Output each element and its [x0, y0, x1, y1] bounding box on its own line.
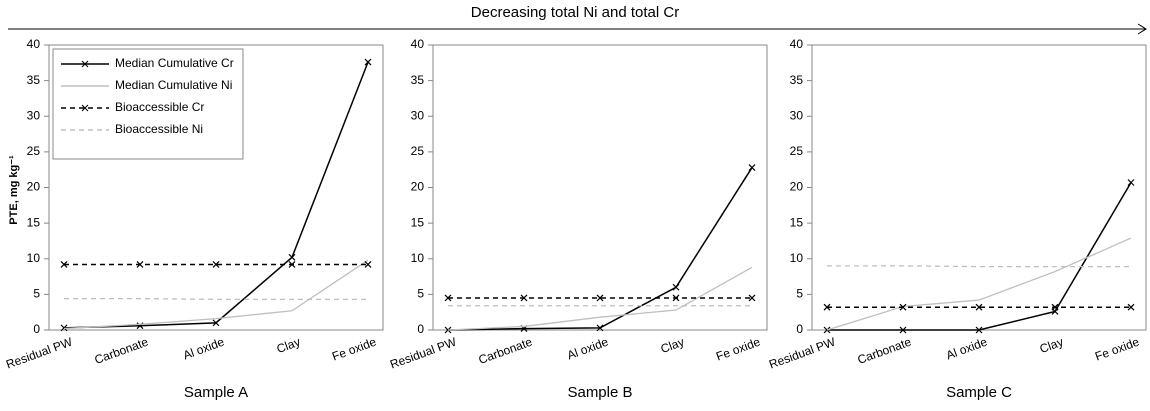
x-tick-label: Carbonate [93, 335, 151, 367]
y-tick-label: 20 [27, 180, 41, 194]
plot-frame [811, 44, 1147, 331]
legend-marker [81, 104, 89, 112]
y-tick-label: 10 [790, 251, 804, 265]
y-tick-label: 35 [790, 73, 804, 87]
marker [748, 164, 756, 171]
series-line [64, 298, 368, 301]
marker [288, 253, 296, 261]
y-tick-label: 25 [790, 144, 804, 158]
series-line [827, 265, 1131, 268]
y-tick-label: 15 [411, 215, 425, 229]
y-axis-label: PTE, mg kg⁻¹ [8, 155, 20, 225]
series-line [826, 237, 1132, 331]
x-tick-label: Residual PW [767, 334, 838, 371]
y-tick-label: 20 [790, 180, 804, 194]
x-tick-label: Residual PW [4, 334, 75, 371]
marker [364, 261, 372, 268]
series-line [447, 266, 753, 331]
legend-box [52, 48, 244, 160]
y-tick-label: 30 [790, 108, 804, 122]
y-tick-label: 10 [27, 251, 41, 265]
y-tick-label: 25 [27, 144, 41, 158]
marker [288, 261, 296, 268]
marker [212, 319, 220, 327]
marker [899, 326, 907, 334]
y-tick-label: 5 [796, 287, 803, 301]
x-tick-label: Fe oxide [714, 335, 762, 364]
x-tick-label: Clay [1038, 335, 1065, 356]
x-tick-label: Residual PW [388, 334, 459, 371]
x-tick-label: Clay [659, 335, 686, 356]
x-tick-label: Fe oxide [1093, 335, 1141, 364]
marker [975, 326, 983, 334]
y-tick-label: 5 [417, 287, 424, 301]
marker [520, 294, 528, 302]
x-axis-label: Sample A [184, 384, 248, 401]
marker [444, 294, 452, 302]
legend-marker [81, 60, 89, 68]
y-tick-label: 40 [411, 37, 425, 51]
marker [60, 324, 68, 332]
y-tick-label: 0 [796, 322, 803, 336]
arrow-head [1137, 23, 1147, 35]
x-tick-label: Al oxide [944, 335, 989, 363]
marker [596, 324, 604, 332]
y-tick-label: 15 [790, 215, 804, 229]
y-tick-label: 40 [27, 37, 41, 51]
y-tick-label: 30 [411, 108, 425, 122]
x-tick-label: Al oxide [181, 335, 226, 363]
marker [596, 294, 604, 302]
x-tick-label: Carbonate [856, 335, 914, 367]
legend-label: Median Cumulative Ni [115, 78, 232, 92]
marker [364, 58, 372, 66]
y-tick-label: 5 [33, 287, 40, 301]
marker [672, 283, 680, 291]
annotation: Decreasing total Ni and total Cr [471, 4, 679, 21]
y-tick-label: 25 [411, 144, 425, 158]
marker [748, 294, 756, 302]
y-tick-label: 35 [27, 73, 41, 87]
marker [899, 303, 907, 311]
series-line [63, 259, 369, 330]
x-axis-label: Sample B [567, 384, 632, 401]
x-tick-label: Clay [275, 335, 302, 356]
y-tick-label: 40 [790, 37, 804, 51]
legend-label: Bioaccessible Cr [115, 100, 204, 114]
x-tick-label: Al oxide [565, 335, 610, 363]
y-tick-label: 0 [33, 322, 40, 336]
y-tick-label: 10 [411, 251, 425, 265]
marker [1127, 179, 1135, 186]
marker [823, 303, 831, 311]
legend-label: Median Cumulative Cr [115, 56, 234, 70]
marker [1127, 303, 1135, 311]
x-axis-label: Sample C [946, 384, 1012, 401]
legend-label: Bioaccessible Ni [115, 122, 203, 136]
marker [672, 294, 680, 302]
x-tick-label: Carbonate [477, 335, 535, 367]
x-tick-label: Fe oxide [330, 335, 378, 364]
marker [136, 261, 144, 268]
y-tick-label: 0 [417, 322, 424, 336]
y-tick-label: 30 [27, 108, 41, 122]
marker [1051, 303, 1059, 311]
marker [975, 303, 983, 311]
y-tick-label: 20 [411, 180, 425, 194]
marker [60, 261, 68, 268]
marker [212, 261, 220, 268]
y-tick-label: 15 [27, 215, 41, 229]
y-tick-label: 35 [411, 73, 425, 87]
